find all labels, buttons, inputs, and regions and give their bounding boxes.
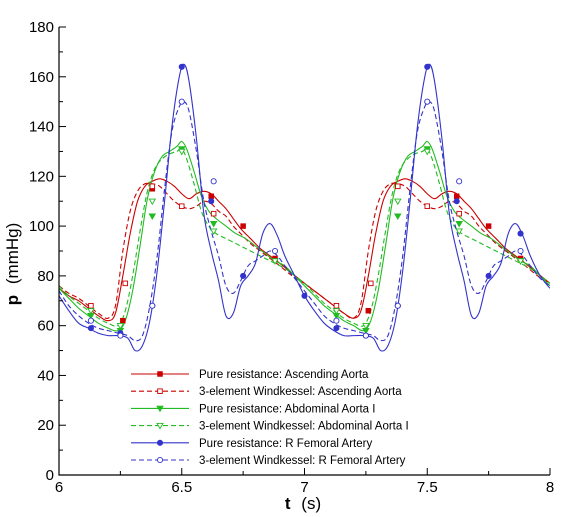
series-4-marker-2 <box>116 323 125 330</box>
series-2-marker-9 <box>424 203 431 209</box>
y-tick-label: 160 <box>29 69 54 86</box>
series-5-marker-13 <box>485 272 492 279</box>
y-tick-label: 140 <box>29 119 54 136</box>
y-tick-label: 40 <box>37 367 54 384</box>
series-1-marker-1 <box>120 317 126 324</box>
series-5-marker-1 <box>87 325 94 332</box>
series-5-marker-5 <box>208 198 215 205</box>
y-tick-label: 100 <box>29 218 54 235</box>
plot-series-layer <box>59 63 550 352</box>
series-2-marker-8 <box>395 183 401 190</box>
legend-marker-5 <box>156 439 164 446</box>
legend-marker-6 <box>156 456 164 464</box>
series-2-marker-7 <box>368 280 374 287</box>
series-2-marker-3 <box>149 183 156 190</box>
y-axis-label: p (mmHg) <box>3 223 22 306</box>
series-4-marker-10 <box>423 148 432 156</box>
series-5-marker-8 <box>333 325 340 332</box>
series-6-marker-12 <box>517 247 524 255</box>
x-tick-label: 8 <box>546 479 554 496</box>
series-4-marker-12 <box>516 258 525 265</box>
series-2-marker-4 <box>178 203 185 209</box>
legend-label-6: 3-element Windkessel: R Femoral Artery <box>199 455 406 467</box>
legend-label-5: Pure resistance: R Femoral Artery <box>199 438 372 450</box>
series-2-marker-10 <box>456 210 462 217</box>
series-5-marker-12 <box>453 198 460 205</box>
legend-marker-2 <box>157 388 163 394</box>
series-4-marker-8 <box>362 323 370 330</box>
legend: Pure resistance: Ascending Aorta 3-elemen… <box>131 369 409 467</box>
x-tick-label: 7.5 <box>417 479 438 496</box>
y-axis-symbol: p <box>3 295 22 305</box>
series-3-marker-8 <box>394 213 402 221</box>
series-6-marker-3 <box>149 302 156 309</box>
legend-label-4: 3-element Windkessel: Abdominal Aorta I <box>199 421 409 433</box>
y-tick-label: 20 <box>37 417 54 434</box>
x-tick-label: 7 <box>300 479 308 496</box>
legend-label-2: 3-element Windkessel: Ascending Aorta <box>199 386 402 398</box>
legend-marker-1 <box>157 371 163 377</box>
series-1-marker-3 <box>208 193 214 199</box>
legend-marker-3 <box>156 405 164 413</box>
x-axis-unit: (s) <box>301 494 321 513</box>
series-2-marker-1 <box>88 303 94 309</box>
series-6-marker-4 <box>178 98 185 105</box>
series-2-marker-2 <box>122 280 129 287</box>
series-4-marker-7 <box>332 308 341 315</box>
legend-marker-4 <box>156 422 164 430</box>
legend-label-1: Pure resistance: Ascending Aorta <box>199 369 369 381</box>
series-4-marker-4 <box>177 148 186 156</box>
x-tick-label: 6.5 <box>171 479 192 496</box>
y-tick-label: 60 <box>37 318 54 335</box>
y-tick-label: 120 <box>29 168 54 185</box>
series-5-marker-11 <box>424 63 431 70</box>
series-6-marker-8 <box>362 332 369 339</box>
series-5-marker-14 <box>517 230 524 237</box>
series-1-marker-9 <box>485 223 492 229</box>
series-6-marker-6 <box>271 247 279 255</box>
y-tick-label: 0 <box>46 467 54 484</box>
series-4-marker-11 <box>455 228 463 235</box>
series-6-marker-10 <box>424 98 431 105</box>
series-1-marker-6 <box>365 307 372 314</box>
series-6-marker-11 <box>456 178 463 185</box>
series-6-marker-7 <box>333 317 340 324</box>
series-1-marker-8 <box>453 193 460 199</box>
series-line-3 <box>59 140 550 332</box>
series-2-marker-5 <box>210 210 217 217</box>
series-6-marker-1 <box>87 317 94 324</box>
y-tick-label: 180 <box>29 19 54 36</box>
series-line-6 <box>59 100 550 342</box>
series-5-marker-6 <box>240 272 247 279</box>
series-5-marker-7 <box>301 292 308 299</box>
series-line-1 <box>59 178 550 322</box>
x-axis-label: t (s) <box>285 494 321 513</box>
series-3-marker-3 <box>148 213 157 221</box>
legend-label-3: Pure resistance: Abdominal Aorta I <box>199 403 375 415</box>
series-line-5 <box>59 63 550 352</box>
series-4-marker-1 <box>87 308 95 315</box>
series-3-marker-10 <box>455 220 463 228</box>
series-line-4 <box>59 148 550 327</box>
series-6-marker-2 <box>117 332 124 339</box>
x-axis-symbol: t <box>285 494 291 513</box>
series-6-marker-5 <box>210 178 217 185</box>
plot-markers-layer <box>87 63 525 339</box>
series-6-marker-9 <box>394 302 401 309</box>
series-4-marker-6 <box>271 258 279 265</box>
y-axis-unit: (mmHg) <box>3 223 22 284</box>
series-4-marker-3 <box>148 198 157 206</box>
series-5-marker-4 <box>178 63 185 70</box>
series-1-marker-4 <box>240 223 246 229</box>
series-3-marker-5 <box>209 220 218 228</box>
series-2-marker-6 <box>333 303 340 309</box>
y-tick-label: 80 <box>37 268 54 285</box>
series-4-marker-5 <box>209 228 218 235</box>
x-tick-label: 6 <box>55 479 63 496</box>
series-4-marker-9 <box>394 198 402 206</box>
